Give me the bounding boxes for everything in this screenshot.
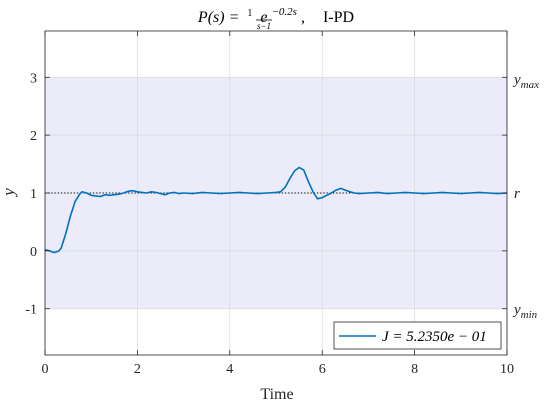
legend: J = 5.2350e − 01 [333, 321, 502, 350]
title-controller: I-PD [323, 9, 354, 26]
title-exp-base: e [260, 9, 267, 26]
y-tick-label: 0 [30, 245, 37, 260]
legend-label: J = 5.2350e − 01 [382, 329, 487, 345]
series-line [44, 166, 508, 254]
x-tick-label: 0 [42, 362, 49, 377]
x-axis-label: Time [260, 386, 293, 403]
x-tick-label: 8 [411, 362, 418, 377]
y-tick-label: 2 [30, 129, 37, 144]
x-tick-label: 2 [134, 362, 141, 377]
x-tick-label: 4 [226, 362, 233, 377]
title-separator: , [301, 9, 305, 26]
plot-area [44, 30, 508, 356]
ymin-label: ymin [512, 302, 538, 321]
ymax-label: ymax [512, 72, 539, 91]
y-axis-label: y [0, 188, 18, 198]
x-tick-label: 10 [500, 362, 514, 377]
y-tick-label: 3 [30, 71, 37, 86]
title-lhs: P(s) = [197, 9, 239, 26]
y-tick-label: -1 [25, 303, 37, 318]
x-tick-label: 6 [319, 362, 326, 377]
y-tick-label: 1 [30, 187, 37, 202]
axis-ticks: 0 2 4 6 8 10 -1 0 1 2 3 [25, 31, 514, 377]
title-exp-sup: −0.2s [271, 6, 296, 18]
title-fraction-denominator: s−1 [257, 21, 271, 31]
r-label: r [514, 186, 520, 202]
title-fraction-numerator: 1 [247, 8, 252, 19]
chart-title: P(s) = 1 e −0.2s , I-PD [197, 2, 354, 26]
